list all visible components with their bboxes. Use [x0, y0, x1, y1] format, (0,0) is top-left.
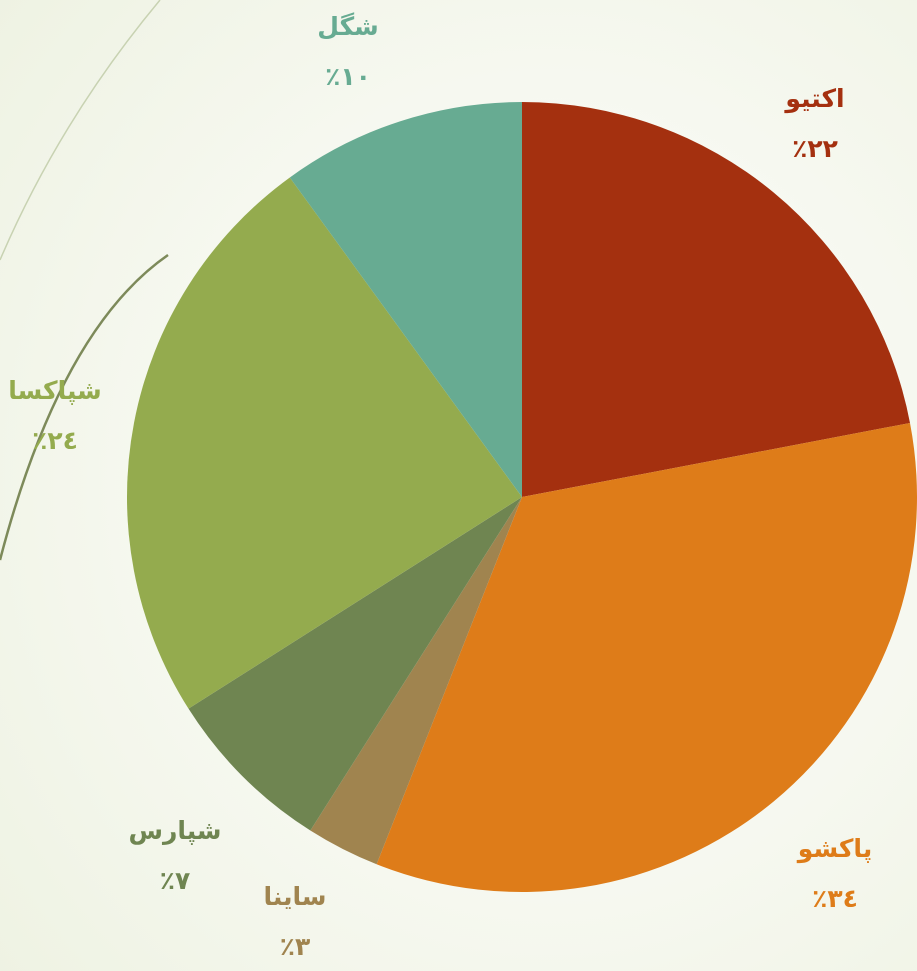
pie-slice [188, 497, 522, 831]
pie-slice [310, 497, 522, 865]
slice-value-label: ٪۳ [280, 932, 311, 961]
slice-name: شگل [317, 12, 378, 41]
pie-slice [289, 102, 522, 497]
decor-line [0, 253, 169, 561]
decor-line [0, 0, 161, 261]
slice-name: اکتیو [783, 84, 844, 114]
slice-value-label: ٪۱۰ [325, 62, 371, 91]
slice-value-label: ٪۳٤ [812, 884, 858, 913]
slice-name: ساینا [264, 882, 327, 911]
labels: اکتیو ٪۲۲ پاکشو ٪۳٤ ساینا ٪۳ شپارس ٪۷ شپاکسا ٪۲٤ ش… [8, 12, 872, 961]
pie-slice [376, 422, 917, 892]
slice-value-label: ٪۲٤ [32, 426, 78, 455]
pie-slice [522, 102, 911, 497]
slice-name: شپاکسا [8, 376, 102, 405]
slice-value-label: ٪۷ [160, 866, 191, 895]
pie [126, 102, 917, 892]
pie-slice [126, 177, 522, 709]
slice-value-label: ٪۲۲ [792, 134, 838, 163]
slice-name: پاکشو [796, 834, 872, 864]
slice-name: شپارس [128, 816, 221, 845]
